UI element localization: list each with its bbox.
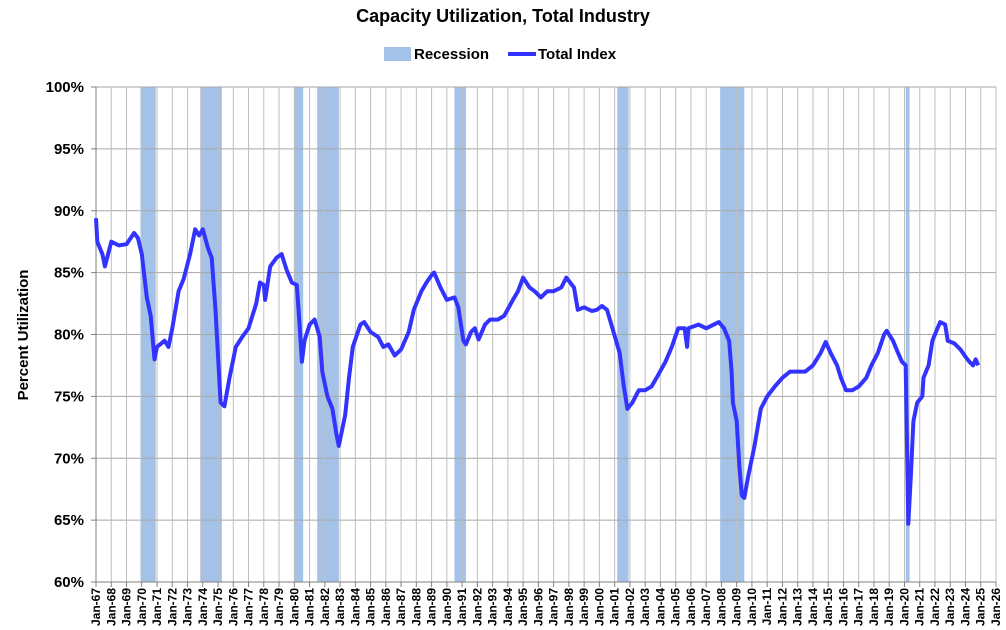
legend-label-total-index: Total Index [538, 46, 617, 63]
x-tick-label: Jan-22 [928, 588, 942, 626]
x-tick-label: Jan-21 [913, 588, 927, 626]
x-tick-label: Jan-05 [669, 588, 683, 626]
x-tick-label: Jan-18 [867, 588, 881, 626]
x-tick-label: Jan-26 [989, 588, 1003, 626]
x-tick-label: Jan-02 [623, 588, 637, 626]
x-tick-label: Jan-17 [852, 588, 866, 626]
y-tick-label: 80% [54, 327, 84, 344]
x-tick-label: Jan-77 [242, 588, 256, 626]
x-tick-label: Jan-69 [120, 588, 134, 626]
x-tick-label: Jan-23 [943, 588, 957, 626]
x-tick-label: Jan-97 [547, 588, 561, 626]
legend-swatch-recession [384, 47, 411, 61]
x-tick-label: Jan-78 [257, 588, 271, 626]
gridlines [95, 86, 997, 583]
y-axis-label: Percent Utilization [15, 270, 32, 401]
x-tick-label: Jan-19 [882, 588, 896, 626]
x-tick-label: Jan-75 [211, 588, 225, 626]
x-tick-label: Jan-16 [836, 588, 850, 626]
x-tick-label: Jan-73 [181, 588, 195, 626]
y-tick-label: 100% [46, 79, 84, 96]
x-tick-label: Jan-06 [684, 588, 698, 626]
x-tick-label: Jan-20 [897, 588, 911, 626]
series-line-total-index [94, 218, 981, 526]
x-tick-label: Jan-24 [958, 588, 972, 626]
x-tick-label: Jan-95 [516, 588, 530, 626]
x-tick-label: Jan-11 [760, 588, 774, 626]
y-tick-label: 60% [54, 574, 84, 591]
legend-label-recession: Recession [414, 46, 489, 63]
x-tick-label: Jan-93 [486, 588, 500, 626]
x-tick-label: Jan-92 [470, 588, 484, 626]
x-tick-label: Jan-82 [318, 588, 332, 626]
x-tick-label: Jan-01 [608, 588, 622, 626]
x-tick-label: Jan-80 [287, 588, 301, 626]
x-tick-label: Jan-71 [150, 588, 164, 626]
x-tick-label: Jan-08 [714, 588, 728, 626]
x-tick-label: Jan-10 [745, 588, 759, 626]
x-tick-label: Jan-81 [303, 588, 317, 626]
y-tick-label: 85% [54, 265, 84, 282]
x-tick-label: Jan-25 [974, 588, 988, 626]
x-tick-label: Jan-07 [699, 588, 713, 626]
x-tick-label: Jan-91 [455, 588, 469, 626]
x-tick-label: Jan-74 [196, 588, 210, 626]
legend: Recession Total Index [384, 46, 617, 63]
x-tick-label: Jan-09 [730, 588, 744, 626]
chart-title: Capacity Utilization, Total Industry [356, 6, 650, 26]
x-tick-label: Jan-14 [806, 588, 820, 626]
y-tick-label: 65% [54, 512, 84, 529]
x-tick-label: Jan-03 [638, 588, 652, 626]
y-axis-ticks: 60% 65% 70% 75% 80% 85% 90% 95% 100% [46, 79, 96, 591]
x-tick-label: Jan-99 [577, 588, 591, 626]
x-tick-label: Jan-86 [379, 588, 393, 626]
x-tick-label: Jan-85 [364, 588, 378, 626]
x-tick-label: Jan-13 [791, 588, 805, 626]
y-tick-label: 70% [54, 450, 84, 467]
x-axis-ticks: Jan-67 Jan-68 Jan-69 Jan-70 Jan-71 Jan-72 Jan-… [89, 582, 1003, 626]
x-tick-label: Jan-88 [409, 588, 423, 626]
y-tick-label: 90% [54, 203, 84, 220]
x-tick-label: Jan-94 [501, 588, 515, 626]
x-tick-label: Jan-04 [653, 588, 667, 626]
x-tick-label: Jan-72 [165, 588, 179, 626]
x-tick-label: Jan-90 [440, 588, 454, 626]
x-tick-label: Jan-84 [348, 588, 362, 626]
x-tick-label: Jan-67 [89, 588, 103, 626]
x-tick-label: Jan-87 [394, 588, 408, 626]
x-tick-label: Jan-89 [425, 588, 439, 626]
x-tick-label: Jan-00 [592, 588, 606, 626]
x-tick-label: Jan-79 [272, 588, 286, 626]
x-tick-label: Jan-15 [821, 588, 835, 626]
y-tick-label: 95% [54, 141, 84, 158]
x-tick-label: Jan-12 [775, 588, 789, 626]
x-tick-label: Jan-83 [333, 588, 347, 626]
x-tick-label: Jan-98 [562, 588, 576, 626]
y-tick-label: 75% [54, 388, 84, 405]
x-tick-label: Jan-70 [135, 588, 149, 626]
x-tick-label: Jan-96 [531, 588, 545, 626]
x-tick-label: Jan-76 [226, 588, 240, 626]
x-tick-label: Jan-68 [104, 588, 118, 626]
